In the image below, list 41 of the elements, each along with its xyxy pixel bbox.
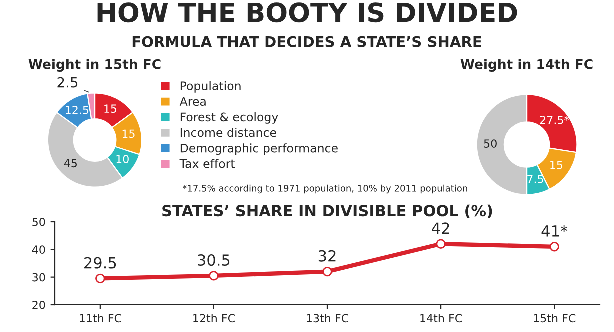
- x-tick-label: 13th FC: [307, 314, 349, 323]
- chart-title: Weight in 15th FC: [28, 59, 161, 72]
- chart-title: STATES’ SHARE IN DIVISIBLE POOL (%): [162, 204, 492, 218]
- data-label: 30.5: [198, 254, 230, 266]
- point: [209, 271, 219, 281]
- data-label: 41*: [542, 225, 568, 237]
- data-label: 12.5: [66, 106, 89, 114]
- data-label: 27.5*: [540, 116, 570, 124]
- data-label: 50: [484, 140, 497, 148]
- data-label: 15: [104, 104, 117, 114]
- data-label: 42: [432, 222, 450, 234]
- y-tick-label: 50: [32, 218, 46, 226]
- data-label: 10: [116, 155, 129, 164]
- data-label: 32: [318, 250, 336, 262]
- legend-label: Demographic performance: [180, 144, 338, 156]
- x-tick-label: 15th FC: [534, 314, 576, 323]
- legend-label: Forest & ecology: [180, 112, 278, 124]
- data-label: 15: [122, 130, 135, 138]
- text: FORMULA THAT DECIDES A STATE’S SHARE: [132, 36, 482, 48]
- text: HOW THE BOOTY IS DIVIDED: [98, 2, 518, 23]
- legend-label: Population: [180, 81, 241, 93]
- y-tick-label: 20: [32, 300, 46, 310]
- point: [96, 274, 106, 284]
- chart-title: Weight in 14th FC: [460, 59, 593, 72]
- data-label: 7.5: [528, 175, 544, 184]
- data-label: 29.5: [84, 257, 116, 269]
- y-tick-label: 40: [32, 246, 46, 254]
- data-label: 45: [64, 159, 77, 168]
- x-tick-label: 12th FC: [194, 314, 235, 323]
- point: [322, 266, 332, 277]
- text: *17.5% according to 1971 population, 10% by 2011 population: [182, 184, 468, 194]
- x-tick-label: 11th FC: [80, 314, 122, 323]
- x-tick-label: 14th FC: [420, 314, 462, 323]
- y-tick-label: 30: [32, 273, 46, 282]
- data-label: 2.5: [58, 77, 78, 88]
- legend-label: Tax effort: [180, 159, 236, 168]
- data-label: 15: [550, 161, 563, 170]
- point: [550, 242, 560, 252]
- point: [436, 239, 446, 249]
- legend-label: Income distance: [180, 128, 276, 138]
- legend-label: Area: [180, 97, 206, 106]
